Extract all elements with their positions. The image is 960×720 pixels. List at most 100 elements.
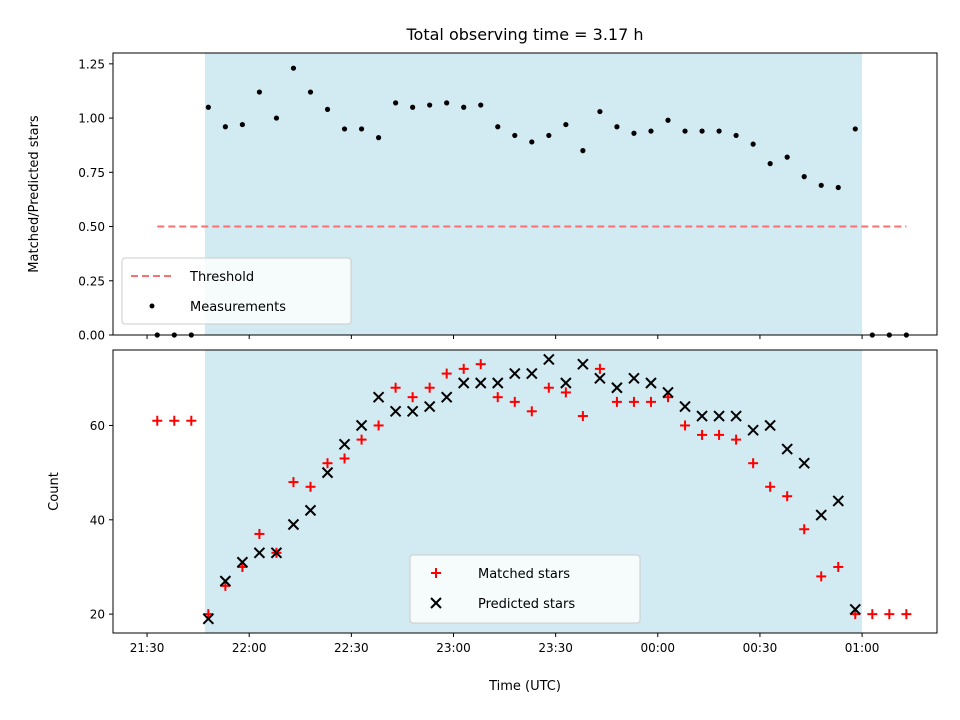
predicted-star-point bbox=[355, 419, 368, 432]
y-tick-label: 0.00 bbox=[78, 329, 105, 343]
y-tick-label: 0.50 bbox=[78, 220, 105, 234]
measurement-point bbox=[427, 102, 433, 108]
matched-star-point bbox=[901, 609, 912, 620]
matched-star-point bbox=[475, 359, 486, 370]
measurement-point bbox=[529, 139, 535, 145]
matched-star-point bbox=[697, 429, 708, 440]
measurement-point bbox=[324, 106, 331, 112]
legend-measurements-label: Measurements bbox=[190, 300, 286, 315]
matched-star-point bbox=[305, 481, 316, 492]
legend-matched-swatch bbox=[431, 568, 441, 578]
plot-frame bbox=[112, 52, 938, 336]
matched-star-point bbox=[407, 392, 418, 403]
ratio-panel: 0.00 0.25 0.50 0.75 1.00 1.25 Matched/Predict… bbox=[27, 52, 938, 343]
predicted-star-point bbox=[423, 400, 436, 413]
matched-star-point bbox=[884, 609, 895, 620]
matched-star-point bbox=[765, 481, 776, 492]
y-tick-label: 1.00 bbox=[78, 112, 105, 126]
matched-star-point bbox=[458, 363, 469, 374]
legend-matched-label: Matched stars bbox=[478, 567, 570, 582]
x-tick-label: 00:00 bbox=[640, 641, 675, 655]
predicted-star-point bbox=[781, 443, 793, 455]
matched-star-point bbox=[628, 396, 639, 407]
matched-star-point bbox=[186, 415, 197, 426]
matched-star-point bbox=[492, 392, 503, 403]
count-series bbox=[152, 353, 912, 625]
measurement-point bbox=[699, 128, 705, 134]
matched-star-point bbox=[543, 382, 554, 393]
matched-star-point bbox=[611, 396, 622, 407]
y-axis-label: Matched/Predicted stars bbox=[27, 115, 42, 273]
y-tick-label: 20 bbox=[90, 608, 105, 622]
matched-star-point bbox=[254, 528, 265, 539]
x-tick-label: 00:30 bbox=[743, 641, 778, 655]
matched-star-point bbox=[594, 363, 605, 374]
measurement-point bbox=[290, 65, 297, 71]
measurement-point bbox=[631, 130, 637, 136]
measurement-point bbox=[375, 135, 382, 141]
predicted-star-point bbox=[338, 438, 351, 451]
measurement-point bbox=[563, 121, 569, 128]
plot-frame bbox=[112, 349, 938, 634]
matched-star-point bbox=[560, 387, 571, 398]
legend: Matched stars Predicted stars bbox=[409, 554, 641, 624]
measurement-point bbox=[273, 115, 280, 121]
predicted-star-point bbox=[475, 377, 487, 389]
predicted-star-point bbox=[645, 377, 657, 389]
y-axis-ticks: 20 40 60 bbox=[90, 419, 113, 622]
predicted-star-point bbox=[628, 372, 640, 385]
measurement-point bbox=[818, 182, 824, 188]
matched-star-point bbox=[782, 491, 793, 502]
predicted-star-point bbox=[594, 372, 606, 385]
x-tick-label: 22:30 bbox=[334, 641, 369, 655]
predicted-star-point bbox=[287, 518, 300, 531]
predicted-star-point bbox=[526, 367, 538, 380]
measurement-point bbox=[256, 89, 263, 95]
measurement-point bbox=[358, 126, 365, 132]
predicted-star-point bbox=[815, 509, 827, 521]
measurement-point bbox=[222, 124, 228, 130]
measurement-point bbox=[205, 104, 211, 110]
predicted-star-point bbox=[321, 466, 334, 479]
measurement-point bbox=[512, 132, 518, 139]
matched-star-point bbox=[680, 420, 691, 431]
measurement-point bbox=[580, 148, 586, 154]
matched-star-point bbox=[424, 382, 435, 393]
y-tick-label: 0.75 bbox=[78, 166, 105, 180]
measurement-point bbox=[716, 128, 722, 134]
matched-star-point bbox=[441, 368, 452, 379]
predicted-star-point bbox=[849, 603, 861, 616]
measurement-point bbox=[444, 100, 450, 106]
predicted-star-point bbox=[458, 377, 470, 389]
predicted-star-point bbox=[543, 353, 555, 366]
measurement-point bbox=[461, 104, 467, 110]
measurement-point bbox=[682, 128, 688, 134]
x-tick-label: 22:00 bbox=[232, 641, 267, 655]
predicted-star-point bbox=[611, 382, 623, 394]
measurement-point bbox=[239, 121, 245, 128]
predicted-star-point bbox=[798, 457, 810, 469]
matched-star-point bbox=[816, 571, 827, 582]
predicted-star-point bbox=[236, 556, 249, 568]
measurement-point bbox=[767, 161, 773, 167]
measurement-point bbox=[410, 104, 416, 110]
y-tick-label: 60 bbox=[90, 419, 105, 433]
measurement-point bbox=[393, 100, 399, 106]
measurement-point bbox=[648, 128, 654, 134]
matched-star-point bbox=[714, 429, 725, 440]
measurement-point bbox=[750, 141, 756, 147]
predicted-star-point bbox=[219, 575, 232, 587]
predicted-star-point bbox=[253, 547, 266, 559]
x-axis-ticks: 21:30 22:00 22:30 23:00 23:30 00:00 00:30 01:00 bbox=[130, 633, 879, 655]
measurement-point bbox=[784, 154, 790, 160]
y-tick-label: 40 bbox=[90, 513, 105, 527]
matched-star-point bbox=[867, 609, 878, 620]
legend-threshold-label: Threshold bbox=[189, 270, 254, 285]
chart-title: Total observing time = 3.17 h bbox=[405, 25, 643, 44]
legend-predicted-label: Predicted stars bbox=[478, 597, 575, 612]
predicted-star-point bbox=[440, 391, 453, 403]
predicted-star-point bbox=[679, 400, 691, 413]
matched-star-point bbox=[799, 524, 810, 535]
matched-star-point bbox=[509, 396, 520, 407]
